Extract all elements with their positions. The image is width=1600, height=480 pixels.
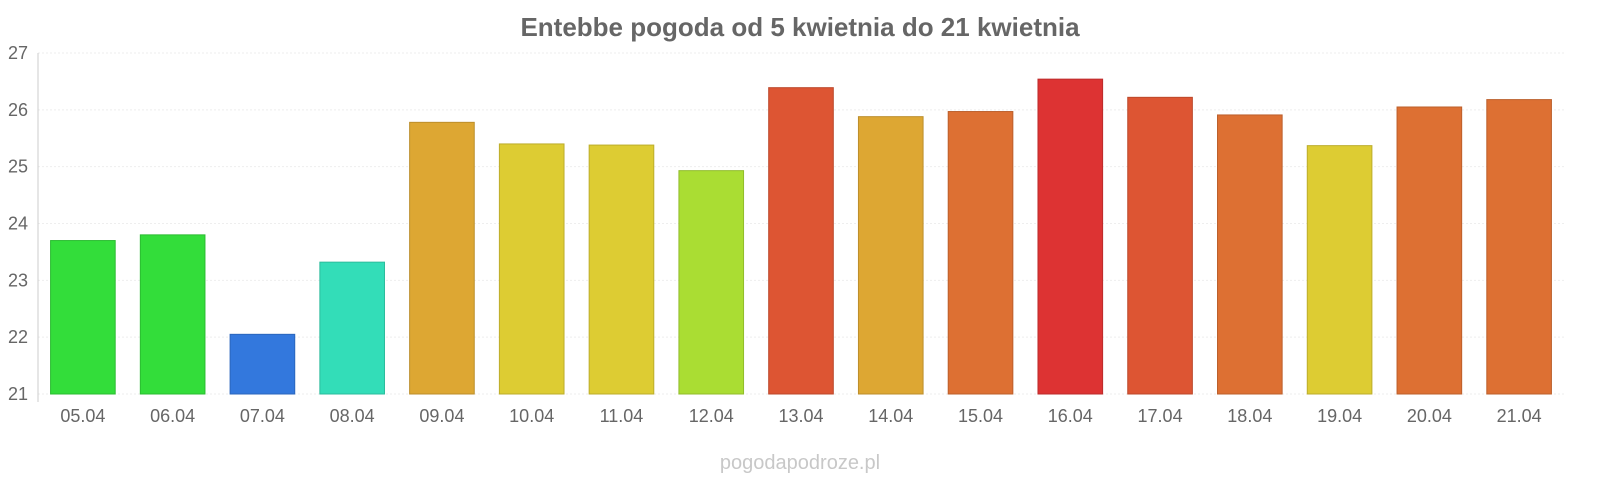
- bar-05.04[interactable]: [50, 240, 116, 395]
- y-tick-label: 24: [8, 214, 28, 234]
- x-tick-label: 14.04: [868, 406, 913, 426]
- x-tick-label: 17.04: [1138, 406, 1183, 426]
- bar-21.04[interactable]: [1486, 99, 1552, 395]
- y-axis-ticks: 21 22 23 24 25 26 27: [8, 43, 28, 404]
- bar-19.04[interactable]: [1306, 145, 1373, 395]
- bar-18.04[interactable]: [1217, 114, 1283, 395]
- bar-09.04[interactable]: [409, 121, 475, 395]
- x-tick-label: 11.04: [600, 406, 644, 426]
- x-tick-label: 09.04: [419, 406, 464, 426]
- bars: [50, 78, 1552, 395]
- x-tick-label: 16.04: [1048, 406, 1093, 426]
- bar-13.04[interactable]: [768, 87, 834, 395]
- x-tick-label: 13.04: [778, 406, 823, 426]
- watermark: pogodapodroze.pl: [720, 452, 880, 474]
- bar-10.04[interactable]: [498, 143, 565, 395]
- bar-17.04[interactable]: [1127, 96, 1193, 395]
- x-tick-label: 15.04: [958, 406, 1003, 426]
- bar-07.04[interactable]: [229, 333, 296, 395]
- bar-20.04[interactable]: [1396, 106, 1463, 395]
- y-tick-label: 27: [8, 43, 28, 63]
- bar-14.04[interactable]: [857, 116, 924, 395]
- y-tick-label: 25: [8, 157, 28, 177]
- x-tick-label: 19.04: [1317, 406, 1362, 426]
- x-tick-label: 05.04: [60, 406, 105, 426]
- bar-08.04[interactable]: [319, 261, 385, 395]
- y-tick-label: 26: [8, 100, 28, 120]
- bar-11.04[interactable]: [588, 144, 655, 395]
- bar-16.04[interactable]: [1037, 78, 1104, 395]
- x-tick-label: 12.04: [689, 406, 734, 426]
- x-tick-label: 08.04: [330, 406, 375, 426]
- x-tick-label: 06.04: [150, 406, 195, 426]
- x-tick-label: 20.04: [1407, 406, 1452, 426]
- x-tick-label: 07.04: [240, 406, 285, 426]
- y-tick-label: 22: [8, 327, 28, 347]
- x-axis-ticks: 05.04 06.04 07.04 08.04 09.04 10.04 11.04 12.04…: [60, 406, 1541, 426]
- x-tick-label: 21.04: [1497, 406, 1542, 426]
- x-tick-label: 10.04: [509, 406, 554, 426]
- bar-06.04[interactable]: [139, 234, 206, 395]
- bar-12.04[interactable]: [678, 170, 745, 395]
- chart-title: Entebbe pogoda od 5 kwietnia do 21 kwiet…: [520, 12, 1080, 42]
- y-tick-label: 21: [8, 384, 28, 404]
- x-tick-label: 18.04: [1227, 406, 1272, 426]
- y-tick-label: 23: [8, 270, 28, 290]
- bar-15.04[interactable]: [947, 111, 1014, 395]
